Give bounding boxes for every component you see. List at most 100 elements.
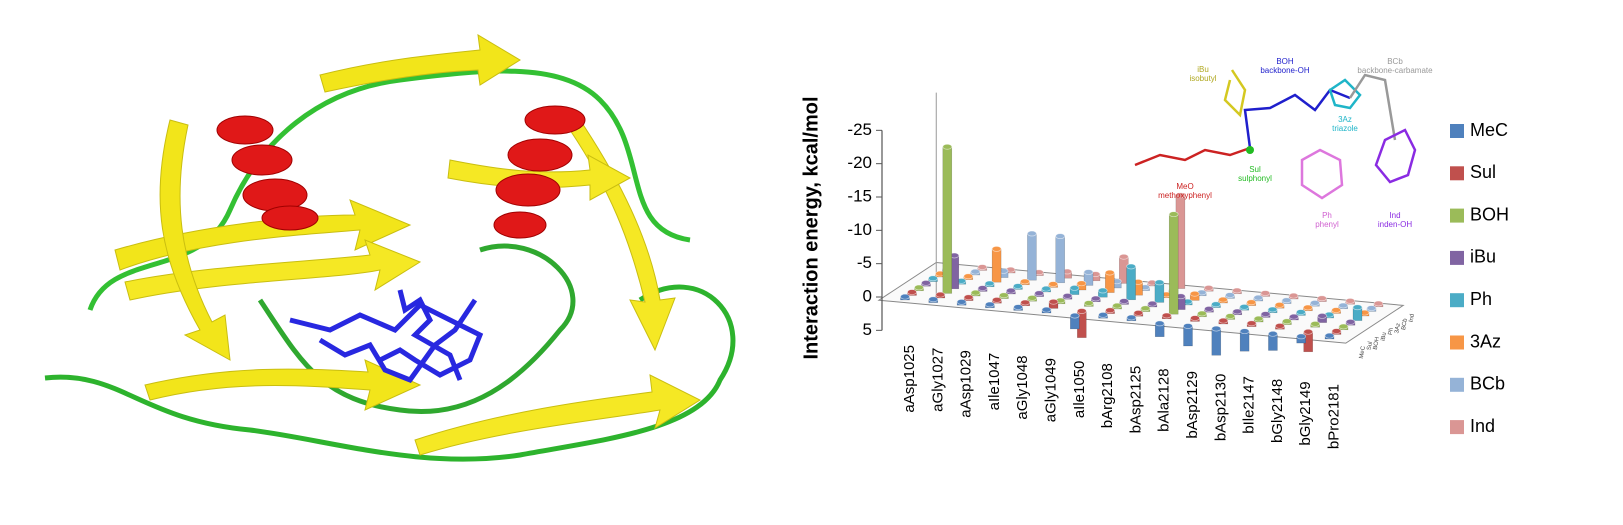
strand (159, 119, 231, 361)
x-tick-label: aGly1027 (929, 348, 946, 412)
x-tick-label: bAsp2125 (1127, 366, 1144, 434)
y-tick-label: -15 (847, 186, 872, 205)
bar-cap (1281, 297, 1292, 304)
bar-cap (1006, 287, 1016, 294)
depth-label: BOH (1373, 336, 1381, 350)
bar-cap (1211, 301, 1221, 308)
protein-illustration (44, 34, 736, 462)
bar-cap (1126, 263, 1136, 270)
bar-cap (1034, 290, 1045, 297)
bar-cap (1126, 314, 1137, 321)
bar-cap (1310, 321, 1321, 327)
annotation-subtitle: phenyl (1315, 220, 1339, 229)
bar (1211, 328, 1222, 356)
bar-cap (1098, 312, 1108, 318)
ligand-bond (397, 289, 463, 381)
depth-label: Ph (1388, 327, 1395, 335)
bar (1126, 266, 1136, 301)
helix (216, 105, 586, 239)
bar-cap (1296, 333, 1307, 340)
bar-cap (977, 264, 988, 270)
bar-cap (942, 143, 953, 150)
bar (1168, 213, 1179, 315)
bond (1300, 148, 1344, 200)
bar (1183, 325, 1193, 347)
bar-cap (963, 294, 974, 301)
bar-cap (1331, 307, 1342, 313)
annotation-title: Ph (1322, 211, 1332, 220)
helix-turn (493, 211, 547, 239)
bar-cap (907, 289, 917, 295)
helix-turn (231, 144, 293, 176)
bar-cap (1218, 296, 1228, 303)
atom (1246, 146, 1254, 154)
bar-cap (1133, 310, 1144, 316)
bond (1348, 73, 1397, 141)
bar-cap (1048, 298, 1059, 305)
bar-cap (1218, 317, 1229, 324)
bar-cap (1303, 328, 1314, 335)
bar-cap (1105, 307, 1115, 314)
bond (1243, 88, 1351, 149)
annotation-title: Ind (1389, 211, 1400, 220)
bar-cap (1204, 306, 1214, 312)
bar-cap (1345, 319, 1356, 325)
bar-cap (1239, 304, 1250, 310)
bar-cap (1041, 306, 1052, 313)
legend-label: 3Az (1470, 331, 1501, 351)
bar-cap (992, 297, 1002, 303)
annotation-subtitle: backbone-OH (1260, 66, 1310, 75)
bond (1134, 146, 1251, 167)
y-tick-label: -20 (847, 153, 872, 172)
bar-cap (1083, 269, 1094, 275)
bar-cap (1083, 300, 1094, 306)
helix-turn (507, 138, 573, 172)
bar-cap (1168, 211, 1179, 218)
bar-cap (984, 280, 995, 287)
bar-cap (1062, 293, 1073, 299)
x-tick-label: aGly1049 (1042, 358, 1059, 422)
bar-cap (914, 284, 924, 291)
bar-cap (1324, 332, 1335, 339)
bar-cap (956, 299, 967, 305)
bar-cap (1246, 299, 1257, 306)
bar-cap (1013, 283, 1023, 289)
strand (114, 199, 412, 271)
legend-swatch (1450, 250, 1464, 265)
legend-swatch (1450, 420, 1464, 435)
ligand-bond (318, 298, 478, 384)
y-tick-label: -10 (847, 220, 872, 239)
x-tick-label: aIle1047 (986, 353, 1003, 411)
bar-cap (921, 280, 931, 286)
bar-cap (1232, 287, 1242, 294)
bar-cap (1274, 302, 1285, 308)
bar-cap (1076, 308, 1087, 314)
x-tick-label: bIle2147 (1241, 376, 1258, 434)
bar-cap (1317, 295, 1327, 302)
bar-cap (991, 246, 1002, 252)
bar-cap (1268, 330, 1278, 337)
bar-cap (1190, 315, 1200, 321)
legend-swatch (1450, 166, 1464, 181)
bar-cap (970, 289, 981, 296)
legend-swatch (1450, 293, 1464, 308)
x-tick-label: bAsp2130 (1212, 374, 1229, 442)
bar-cap (1246, 320, 1257, 327)
x-tick-label: aAsp1025 (901, 345, 918, 413)
bar-cap (1183, 323, 1193, 329)
bar-cap (1119, 298, 1129, 304)
helix-turn (261, 205, 319, 231)
y-tick-label: 5 (863, 320, 872, 339)
annotation-title: MeO (1176, 182, 1193, 191)
bar-cap (1338, 302, 1349, 309)
bar-cap (1076, 280, 1087, 287)
loop (44, 284, 736, 462)
bar-cap (1288, 292, 1299, 299)
bar-cap (1253, 315, 1264, 322)
ligand-bond (289, 301, 484, 378)
bar (991, 248, 1002, 283)
x-tick-label: bGly2148 (1269, 379, 1286, 443)
bar-cap (1289, 313, 1299, 320)
bar-cap (1267, 306, 1278, 313)
legend-swatch (1450, 377, 1464, 392)
